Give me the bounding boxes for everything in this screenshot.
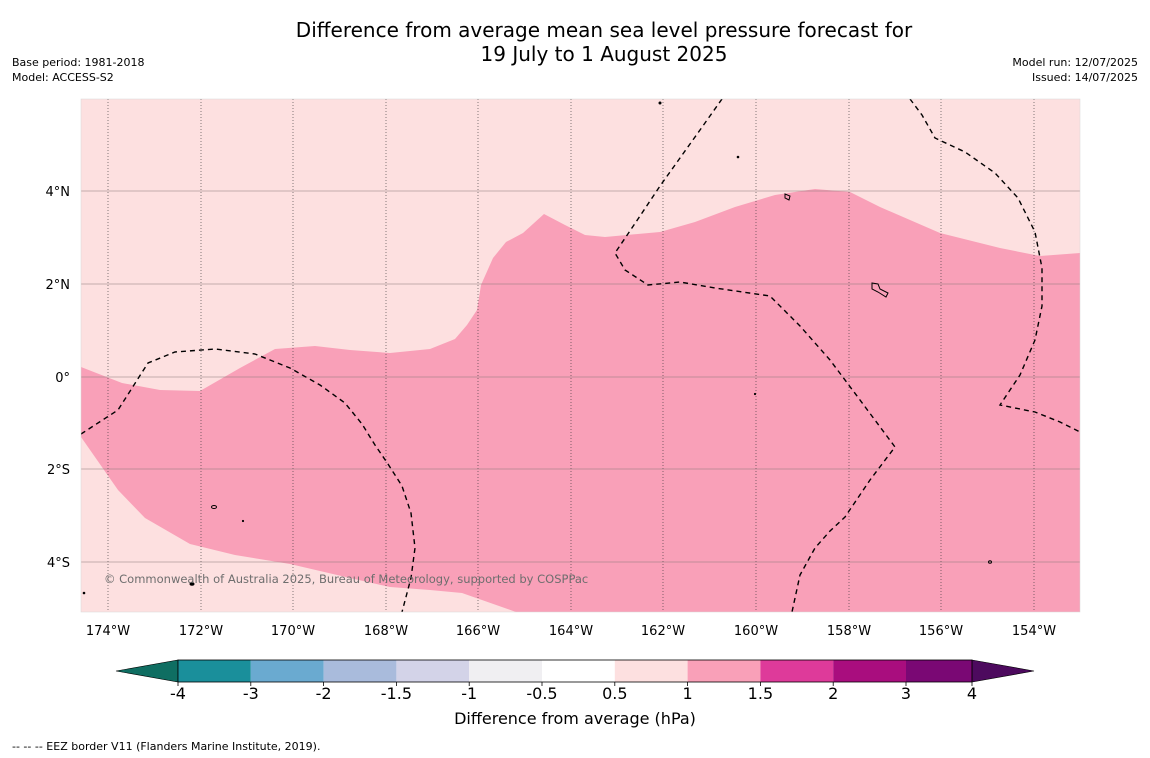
lon-label: 170°W bbox=[271, 624, 315, 639]
eez-border-lines bbox=[81, 99, 1080, 612]
eez-footnote: -- -- -- EEZ border V11 (Flanders Marine… bbox=[12, 740, 321, 753]
colorbar-tick-label: 2 bbox=[828, 684, 838, 703]
title-line-2: 19 July to 1 August 2025 bbox=[480, 42, 728, 66]
base-period-text: Base period: 1981-2018 bbox=[12, 56, 145, 69]
lat-label: 4°S bbox=[47, 556, 70, 571]
lon-label: 160°W bbox=[734, 624, 778, 639]
colorbar-swatch bbox=[760, 660, 834, 682]
colorbar-tick-label: 3 bbox=[901, 684, 911, 703]
anomaly-band-pink bbox=[81, 189, 1080, 612]
graticule bbox=[81, 99, 1080, 612]
islands bbox=[82, 101, 992, 595]
meta-right: Model run: 12/07/2025 Issued: 14/07/2025 bbox=[1012, 55, 1138, 85]
colorbar-tick-label: -1.5 bbox=[381, 684, 412, 703]
title-line-1: Difference from average mean sea level p… bbox=[295, 18, 913, 42]
lon-label: 158°W bbox=[827, 624, 871, 639]
colorbar-tick-label: -2 bbox=[316, 684, 332, 703]
model-text: Model: ACCESS-S2 bbox=[12, 71, 114, 84]
lon-axis-labels: 174°W 172°W 170°W 168°W 166°W 164°W 162°… bbox=[86, 624, 1056, 639]
colorbar-tick-label: 0.5 bbox=[602, 684, 627, 703]
lon-label: 168°W bbox=[364, 624, 408, 639]
colorbar-tick-label: -0.5 bbox=[526, 684, 557, 703]
colorbar: -4 -3 -2 -1.5 -1 -0.5 0.5 1 1.5 2 3 4 bbox=[115, 659, 1035, 703]
lon-label: 172°W bbox=[179, 624, 223, 639]
colorbar-swatch bbox=[542, 660, 615, 682]
colorbar-extend-low bbox=[115, 659, 179, 683]
colorbar-extend-high bbox=[971, 659, 1035, 683]
colorbar-tick-label: 4 bbox=[967, 684, 977, 703]
colorbar-tick-label: 1 bbox=[683, 684, 693, 703]
colorbar-tick-label: -4 bbox=[170, 684, 186, 703]
parallel-lines bbox=[81, 190, 1080, 563]
colorbar-swatch bbox=[614, 660, 688, 682]
lon-label: 154°W bbox=[1012, 624, 1056, 639]
lat-axis-labels: 4°N 2°N 0° 2°S 4°S bbox=[46, 185, 71, 571]
lat-label: 2°S bbox=[47, 463, 70, 478]
colorbar-swatch bbox=[178, 660, 251, 682]
lon-label: 174°W bbox=[86, 624, 130, 639]
colorbar-tick-label: 1.5 bbox=[748, 684, 773, 703]
colorbar-swatch bbox=[906, 660, 972, 682]
lat-label: 2°N bbox=[46, 278, 71, 293]
lat-label: 4°N bbox=[46, 185, 71, 200]
copyright-notice: © Commonwealth of Australia 2025, Bureau… bbox=[104, 572, 589, 586]
colorbar-swatch bbox=[250, 660, 324, 682]
lon-label: 164°W bbox=[549, 624, 593, 639]
meta-left: Base period: 1981-2018 Model: ACCESS-S2 bbox=[12, 55, 144, 85]
colorbar-swatch bbox=[833, 660, 906, 682]
lat-label: 0° bbox=[55, 371, 70, 386]
model-run-text: Model run: 12/07/2025 bbox=[1012, 56, 1138, 69]
colorbar-title: Difference from average (hPa) bbox=[454, 709, 696, 728]
colorbar-swatch bbox=[396, 660, 470, 682]
lon-label: 156°W bbox=[919, 624, 963, 639]
issued-text: Issued: 14/07/2025 bbox=[1031, 71, 1138, 84]
page-title: Difference from average mean sea level p… bbox=[0, 18, 1150, 66]
colorbar-tick-label: -1 bbox=[461, 684, 477, 703]
lon-label: 162°W bbox=[641, 624, 685, 639]
colorbar-swatch bbox=[687, 660, 761, 682]
colorbar-tick-label: -3 bbox=[243, 684, 259, 703]
colorbar-swatch bbox=[323, 660, 397, 682]
lon-label: 166°W bbox=[456, 624, 500, 639]
colorbar-swatch bbox=[469, 660, 542, 682]
map-area bbox=[81, 99, 1080, 612]
